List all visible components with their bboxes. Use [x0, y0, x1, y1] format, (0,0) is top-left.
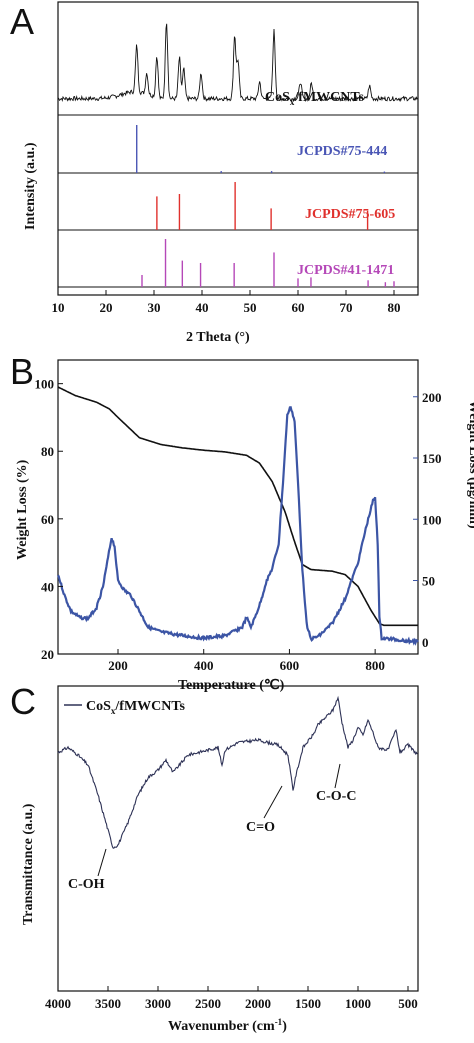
panel-c-legend: CoSx/fMWCNTs: [86, 699, 185, 716]
annotation-c-eq-o: C=O: [246, 820, 275, 835]
panel-c-frame: [57, 685, 419, 992]
a-xtick-label-6: 70: [340, 300, 353, 315]
legend-jcpds-41-1471: JCPDS#41-1471: [297, 263, 394, 278]
annotation-c-o-c-arrow: [334, 763, 341, 789]
panel-b-traces: [57, 386, 419, 646]
b-ytick-label-3: 80: [41, 444, 54, 459]
b-ytick-right-label-1: 50: [422, 574, 435, 589]
panel-c-ticks: 4000 3500 3000 2500 2000 1500 1000 500: [45, 986, 418, 1011]
annotation-c-eq-o-arrow: [263, 785, 283, 819]
legend-jcpds-75-605: JCPDS#75-605: [305, 207, 395, 222]
panel-a-frame: [57, 1, 419, 296]
b-ytick-label-0: 20: [41, 647, 54, 662]
panel-c-chart: 4000 3500 3000 2500 2000 1500 1000 500 CoSx/fMW…: [21, 685, 419, 1034]
c-xtick-label-5: 1500: [295, 996, 321, 1011]
panel-a-xlabel: 2 Theta (°): [186, 330, 250, 345]
annotation-c-o-c: C-O-C: [316, 789, 356, 804]
c-xtick-label-6: 1000: [345, 996, 371, 1011]
xrd-cosx-line: [57, 23, 418, 103]
c-xtick-label-3: 2500: [195, 996, 221, 1011]
annotation-c-oh: C-OH: [68, 877, 105, 892]
b-ytick-right-label-0: 0: [422, 635, 429, 650]
panel-b-ylabel-left: Weight Loss (%): [15, 459, 30, 560]
tga-series-0: [57, 386, 418, 627]
panel-c-xlabel: Wavenumber (cm-1): [168, 1017, 287, 1034]
annotation-c-oh-arrow: [97, 848, 107, 877]
panel-a-ylabel: Intensity (a.u.): [23, 142, 38, 230]
panel-b-chart: 200 400 600 800 20 40 60 80 100 0 50 100 150 200 Weig…: [15, 359, 474, 693]
b-ytick-label-1: 40: [41, 579, 54, 594]
panel-b-frame: [57, 359, 419, 655]
c-xtick-label-1: 3500: [95, 996, 121, 1011]
b-xtick-label-1: 400: [194, 658, 214, 673]
panel-a-traces: [57, 23, 418, 288]
a-xtick-label-1: 20: [100, 300, 113, 315]
legend-jcpds-75-444: JCPDS#75-444: [297, 144, 387, 159]
b-ytick-right-label-2: 100: [422, 512, 442, 527]
c-xtick-label-0: 4000: [45, 996, 71, 1011]
panel-b-ticks: 200 400 600 800 20 40 60 80 100 0 50 100 150 200: [35, 377, 442, 673]
panel-a-letter: A: [10, 1, 34, 42]
panel-c-traces: [57, 695, 418, 849]
a-xtick-label-5: 60: [292, 300, 305, 315]
c-xtick-label-4: 2000: [245, 996, 271, 1011]
c-xtick-label-7: 500: [398, 996, 418, 1011]
b-xtick-label-0: 200: [108, 658, 128, 673]
b-ytick-right-label-4: 200: [422, 390, 442, 405]
panel-a-ticks: 10 20 30 40 50 60 70 80: [52, 290, 401, 315]
ftir-line: [57, 695, 418, 849]
b-xtick-label-2: 600: [280, 658, 300, 673]
a-xtick-label-3: 40: [196, 300, 209, 315]
b-ytick-right-label-3: 150: [422, 451, 442, 466]
a-xtick-label-2: 30: [148, 300, 161, 315]
b-xtick-label-3: 800: [365, 658, 385, 673]
a-xtick-label-4: 50: [244, 300, 257, 315]
tga-series-1: [57, 406, 419, 646]
panel-b-ylabel-right: Weight Loss (µg/min): [466, 400, 474, 529]
panel-c-letter: C: [10, 681, 36, 722]
b-ytick-label-4: 100: [35, 377, 55, 392]
panel-b-letter: B: [10, 351, 34, 392]
a-xtick-label-0: 10: [52, 300, 65, 315]
panel-c-ylabel: Transmittance (a.u.): [21, 803, 36, 925]
b-ytick-label-2: 60: [41, 512, 54, 527]
panel-a-chart: 10 20 30 40 50 60 70 80 CoSx/fMWCNTs JCPDS#75-4…: [23, 1, 419, 345]
c-xtick-label-2: 3000: [145, 996, 171, 1011]
legend-cosx: CoSx/fMWCNTs: [265, 90, 364, 107]
a-xtick-label-7: 80: [388, 300, 401, 315]
